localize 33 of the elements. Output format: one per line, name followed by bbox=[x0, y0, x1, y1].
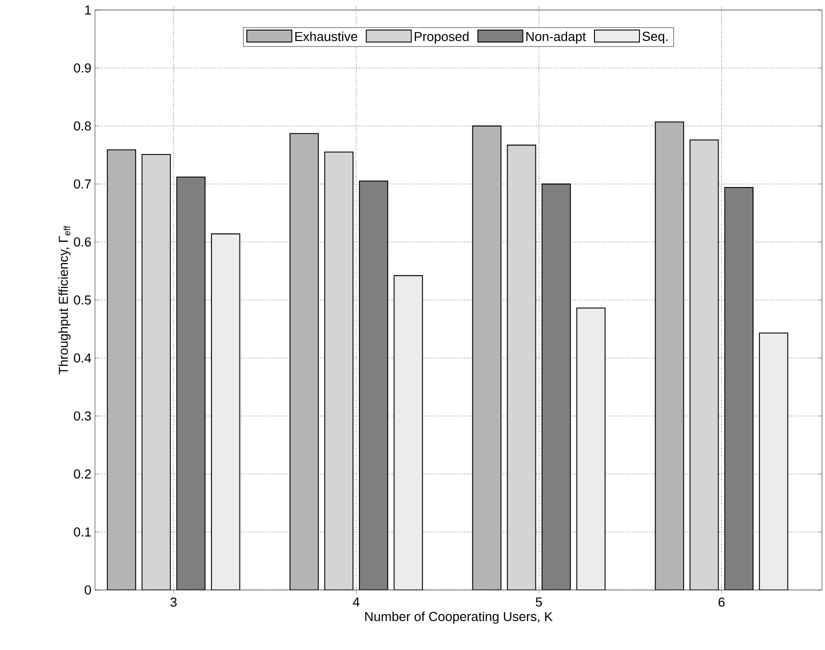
y-tick-label: 0.8 bbox=[74, 121, 91, 131]
legend-label: Exhaustive bbox=[295, 32, 358, 42]
y-tick-label: 0.3 bbox=[74, 411, 91, 421]
x-tick-label: 3 bbox=[170, 598, 177, 607]
y-tick-label: 0.2 bbox=[74, 469, 91, 479]
y-axis-title: Throughput Efficiency, Γ$_{eff}$ bbox=[58, 226, 71, 374]
y-tick-label: 1 bbox=[85, 6, 91, 14]
y-tick-label: 0.5 bbox=[74, 295, 91, 305]
bar bbox=[211, 233, 240, 590]
bar bbox=[358, 180, 388, 590]
bar bbox=[324, 152, 354, 590]
legend-label: Seq. bbox=[642, 32, 668, 44]
y-tick-label: 0.1 bbox=[74, 527, 91, 537]
y-tick-label: 0 bbox=[84, 585, 91, 595]
y-tick-label: 0.6 bbox=[74, 237, 91, 247]
bar bbox=[690, 139, 719, 590]
y-tick-label: 0.9 bbox=[74, 63, 91, 73]
legend-label: Non-adapt bbox=[526, 32, 586, 44]
legend-label: Proposed bbox=[414, 32, 469, 44]
x-tick-label: 5 bbox=[536, 598, 542, 607]
bar bbox=[506, 144, 536, 590]
x-tick-label: 6 bbox=[718, 598, 725, 607]
bar bbox=[576, 308, 606, 590]
bar bbox=[176, 176, 206, 590]
x-tick-label: 4 bbox=[352, 598, 360, 606]
x-axis-title: Number of Cooperating Users, K bbox=[365, 612, 553, 624]
y-tick-label: 0.4 bbox=[74, 353, 92, 363]
bar bbox=[394, 275, 423, 590]
bar bbox=[724, 187, 754, 590]
bar bbox=[542, 184, 571, 590]
bar bbox=[758, 332, 788, 590]
bar bbox=[142, 154, 171, 590]
y-tick-label: 0.7 bbox=[74, 179, 91, 189]
